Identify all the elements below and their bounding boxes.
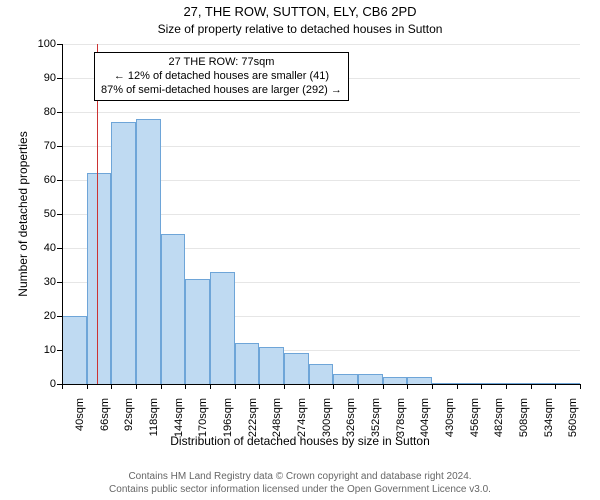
page-subtitle: Size of property relative to detached ho… [0,22,600,36]
x-tick [383,384,384,389]
gridline [62,112,580,113]
footnote: Contains HM Land Registry data © Crown c… [0,470,600,496]
y-tick-label: 50 [28,208,56,220]
histogram-bar [259,347,284,384]
annotation-line-2: ← 12% of detached houses are smaller (41… [114,70,329,82]
y-tick-label: 0 [28,378,56,390]
x-tick-label: 378sqm [395,398,407,442]
y-axis [62,44,63,384]
y-tick-label: 10 [28,344,56,356]
x-tick-label: 144sqm [173,398,185,442]
x-tick [506,384,507,389]
x-tick [235,384,236,389]
x-tick-label: 482sqm [493,398,505,442]
x-tick-label: 352sqm [370,398,382,442]
histogram-bar [62,316,87,384]
histogram-bar [333,374,358,384]
x-tick [481,384,482,389]
x-tick-label: 326sqm [345,398,357,442]
x-tick-label: 118sqm [148,398,160,442]
footnote-line1: Contains HM Land Registry data © Crown c… [128,471,471,482]
annotation-box: 27 THE ROW: 77sqm ← 12% of detached house… [94,52,349,101]
histogram-bar [136,119,161,384]
y-tick-label: 70 [28,140,56,152]
x-tick [259,384,260,389]
y-tick-label: 20 [28,310,56,322]
x-tick [87,384,88,389]
histogram-bar [87,173,112,384]
histogram-bar [210,272,235,384]
x-tick [333,384,334,389]
x-tick-label: 560sqm [567,398,579,442]
y-tick-label: 80 [28,106,56,118]
x-tick-label: 534sqm [543,398,555,442]
histogram-bar [111,122,136,384]
x-tick-label: 248sqm [271,398,283,442]
x-tick [210,384,211,389]
x-tick-label: 196sqm [222,398,234,442]
x-tick [111,384,112,389]
x-tick-label: 222sqm [247,398,259,442]
annotation-line-1: 27 THE ROW: 77sqm [168,56,274,68]
x-tick [531,384,532,389]
y-tick-label: 60 [28,174,56,186]
gridline [62,44,580,45]
histogram-bar [358,374,383,384]
annotation-line-3: 87% of semi-detached houses are larger (… [101,84,342,96]
footnote-line2: Contains public sector information licen… [109,484,491,495]
histogram-bar [309,364,334,384]
y-tick-label: 90 [28,72,56,84]
x-tick [284,384,285,389]
x-tick [136,384,137,389]
x-tick-label: 274sqm [296,398,308,442]
y-tick-label: 40 [28,242,56,254]
x-tick-label: 66sqm [99,398,111,442]
histogram-bar [383,377,408,384]
x-tick [161,384,162,389]
x-tick-label: 170sqm [197,398,209,442]
histogram-bar [235,343,260,384]
chart-container: 27, THE ROW, SUTTON, ELY, CB6 2PD Size o… [0,0,600,500]
x-tick [309,384,310,389]
x-tick [457,384,458,389]
x-tick [358,384,359,389]
x-tick [407,384,408,389]
x-tick-label: 456sqm [469,398,481,442]
histogram-bar [407,377,432,384]
histogram-bar [185,279,210,384]
x-tick [185,384,186,389]
x-tick-label: 430sqm [444,398,456,442]
y-tick-label: 30 [28,276,56,288]
x-tick-label: 508sqm [518,398,530,442]
x-tick [580,384,581,389]
x-tick-label: 92sqm [123,398,135,442]
x-tick [62,384,63,389]
page-title: 27, THE ROW, SUTTON, ELY, CB6 2PD [0,4,600,19]
histogram-bar [284,353,309,384]
x-tick-label: 300sqm [321,398,333,442]
y-tick-label: 100 [28,38,56,50]
x-tick [432,384,433,389]
x-axis [62,384,580,385]
x-tick [555,384,556,389]
x-tick-label: 404sqm [419,398,431,442]
histogram-bar [161,234,186,384]
x-tick-label: 40sqm [74,398,86,442]
